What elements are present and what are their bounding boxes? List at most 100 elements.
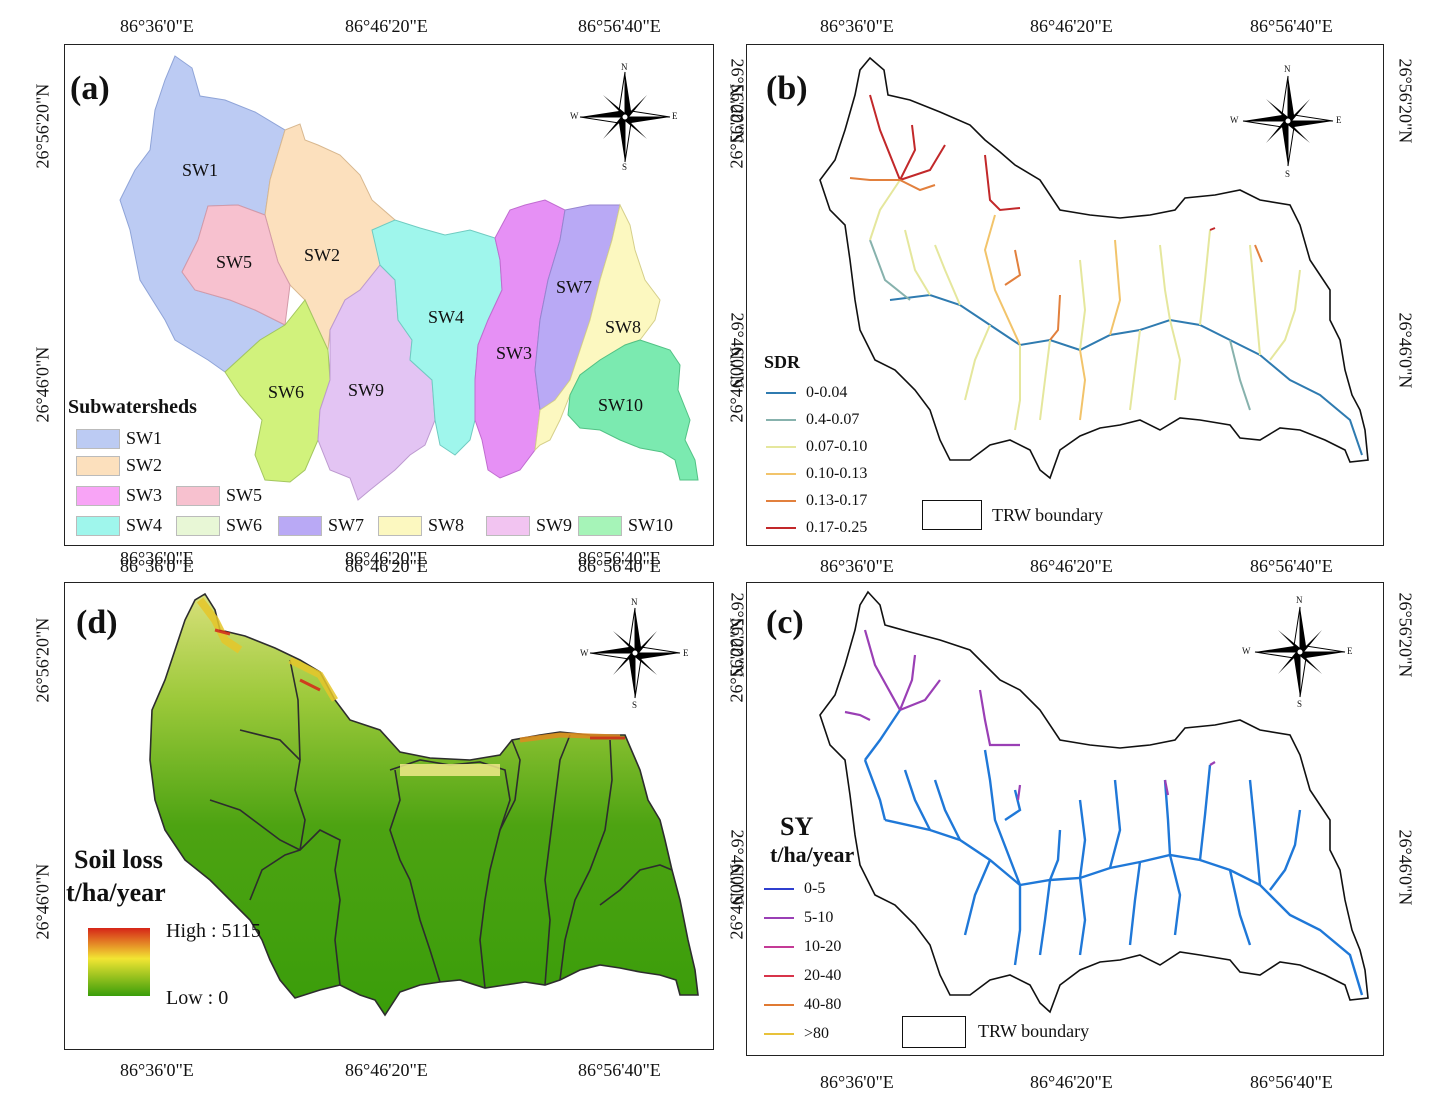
legend-label: SW2 xyxy=(126,455,162,475)
legend-label: 0.4-0.07 xyxy=(806,411,860,428)
legend-line-swatch xyxy=(764,888,794,890)
panel-a-legend-item-sw2: SW2 xyxy=(76,455,162,476)
panel-c-bottom-lon-1: 86°36'0"E xyxy=(820,1072,894,1092)
map-label-sw7: SW7 xyxy=(556,277,592,297)
panel-d-high-label: High : 5115 xyxy=(166,920,261,942)
legend-line-swatch xyxy=(764,917,794,919)
legend-label: 0-0.04 xyxy=(806,384,848,401)
legend-label: SW3 xyxy=(126,485,162,505)
panel-b-top-lon-3: 86°56'40"E xyxy=(1250,16,1333,36)
map-label-sw1: SW1 xyxy=(182,160,218,180)
panel-c-letter: (c) xyxy=(766,604,804,641)
panel-a-legend-item-sw1: SW1 xyxy=(76,428,162,449)
panel-d-compass-s: S xyxy=(632,700,638,710)
subwatershed-sw3 xyxy=(474,199,566,479)
legend-swatch xyxy=(76,485,120,506)
panel-d-top-lon-2: 86°46'20"E xyxy=(345,556,428,576)
panel-a-legend-item-sw5: SW5 xyxy=(176,485,262,506)
subwatershed-sw5 xyxy=(181,204,291,326)
panel-b-legend-title: SDR xyxy=(764,352,801,372)
legend-label: SW7 xyxy=(328,515,364,535)
panel-d-top-lon-1: 86°36'0"E xyxy=(120,556,194,576)
legend-line-swatch xyxy=(764,1033,794,1035)
legend-line-swatch xyxy=(764,975,794,977)
panel-c-compass-e: E xyxy=(1347,646,1353,656)
legend-line-swatch xyxy=(766,500,796,502)
panel-d-watershed-area xyxy=(149,592,699,1017)
panel-a-compass-s: S xyxy=(622,162,628,172)
panel-a-bottom-lon-3: 86°56'40"E xyxy=(578,548,661,568)
panel-c-compass-w: W xyxy=(1242,646,1251,656)
panel-c-legend-item-3: 20-40 xyxy=(764,967,841,985)
panel-c-legend-title-1: SY xyxy=(780,812,814,841)
map-label-sw9: SW9 xyxy=(348,380,384,400)
panel-d-compass-w: W xyxy=(580,648,589,658)
legend-label: SW5 xyxy=(226,485,262,505)
panel-a-legend-item-sw4: SW4 xyxy=(76,515,162,536)
panel-b-trw-boundary xyxy=(819,56,1369,480)
legend-label: SW6 xyxy=(226,515,262,535)
legend-label: 0.13-0.17 xyxy=(806,492,868,509)
map-label-sw5: SW5 xyxy=(216,252,252,272)
panel-a-legend-item-sw3: SW3 xyxy=(76,485,162,506)
panel-b-top-lon-2: 86°46'20"E xyxy=(1030,16,1113,36)
panel-c-trw-boundary xyxy=(819,590,1369,1014)
panel-a-legend-item-sw8: SW8 xyxy=(378,515,464,536)
legend-line-swatch xyxy=(764,946,794,948)
legend-swatch xyxy=(578,515,622,536)
panel-b-legend-item-4: 0.13-0.17 xyxy=(766,492,867,510)
legend-swatch xyxy=(176,515,220,536)
panel-a-compass-e: E xyxy=(672,111,678,121)
panel-b-legend-item-0: 0-0.04 xyxy=(766,384,847,402)
panel-a-compass-w: W xyxy=(570,111,579,121)
panel-a-legend-item-sw10: SW10 xyxy=(578,515,673,536)
panel-b-compass-s: S xyxy=(1285,169,1291,179)
panel-c-compass-s: S xyxy=(1297,699,1303,709)
panel-c-legend-item-2: 10-20 xyxy=(764,938,841,956)
subwatershed-sw6 xyxy=(224,299,331,483)
panel-a-legend-item-sw9: SW9 xyxy=(486,515,572,536)
map-label-sw2: SW2 xyxy=(304,245,340,265)
panel-c-legend-item-1: 5-10 xyxy=(764,909,833,927)
legend-label: 0.10-0.13 xyxy=(806,465,868,482)
panel-b-top-lon-1: 86°36'0"E xyxy=(820,16,894,36)
panel-c-bottom-lon-2: 86°46'20"E xyxy=(1030,1072,1113,1092)
panel-a-legend-item-sw7: SW7 xyxy=(278,515,364,536)
panel-a-letter: (a) xyxy=(70,70,110,107)
legend-label: 0.17-0.25 xyxy=(806,519,868,536)
legend-label: SW4 xyxy=(126,515,162,535)
legend-line-swatch xyxy=(766,473,796,475)
legend-label: 0-5 xyxy=(804,880,826,897)
legend-line-swatch xyxy=(764,1004,794,1006)
subwatershed-sw8 xyxy=(534,203,661,452)
panel-d-compass-n: N xyxy=(631,597,638,607)
legend-swatch xyxy=(76,455,120,476)
panel-b-boundary-label: TRW boundary xyxy=(992,505,1104,525)
legend-label: SW10 xyxy=(628,515,673,535)
panel-c-legend-item-0: 0-5 xyxy=(764,880,825,898)
panel-c-top-lon-2: 86°46'20"E xyxy=(1030,556,1113,576)
legend-label: SW8 xyxy=(428,515,464,535)
panel-a-top-lon-1: 86°36'0"E xyxy=(120,16,194,36)
panel-b-boundary-swatch xyxy=(922,500,982,530)
panel-b-compass-n: N xyxy=(1284,64,1291,74)
panel-c-legend-item-5: >80 xyxy=(764,1025,829,1043)
legend-swatch xyxy=(76,515,120,536)
legend-swatch xyxy=(278,515,322,536)
panel-b-frame xyxy=(746,44,1384,546)
panel-c-legend-title-2: t/ha/year xyxy=(770,842,855,867)
panel-a-top-lon-2: 86°46'20"E xyxy=(345,16,428,36)
panel-d-color-ramp xyxy=(88,928,150,996)
panel-a-top-lon-3: 86°56'40"E xyxy=(578,16,661,36)
legend-label: 0.07-0.10 xyxy=(806,438,868,455)
panel-b-legend-item-1: 0.4-0.07 xyxy=(766,411,859,429)
panel-c-top-lon-1: 86°36'0"E xyxy=(820,556,894,576)
legend-swatch xyxy=(378,515,422,536)
legend-swatch xyxy=(176,485,220,506)
panel-c-boundary-label: TRW boundary xyxy=(978,1021,1090,1041)
panel-a-legend-item-sw6: SW6 xyxy=(176,515,262,536)
legend-label: 10-20 xyxy=(804,938,842,955)
